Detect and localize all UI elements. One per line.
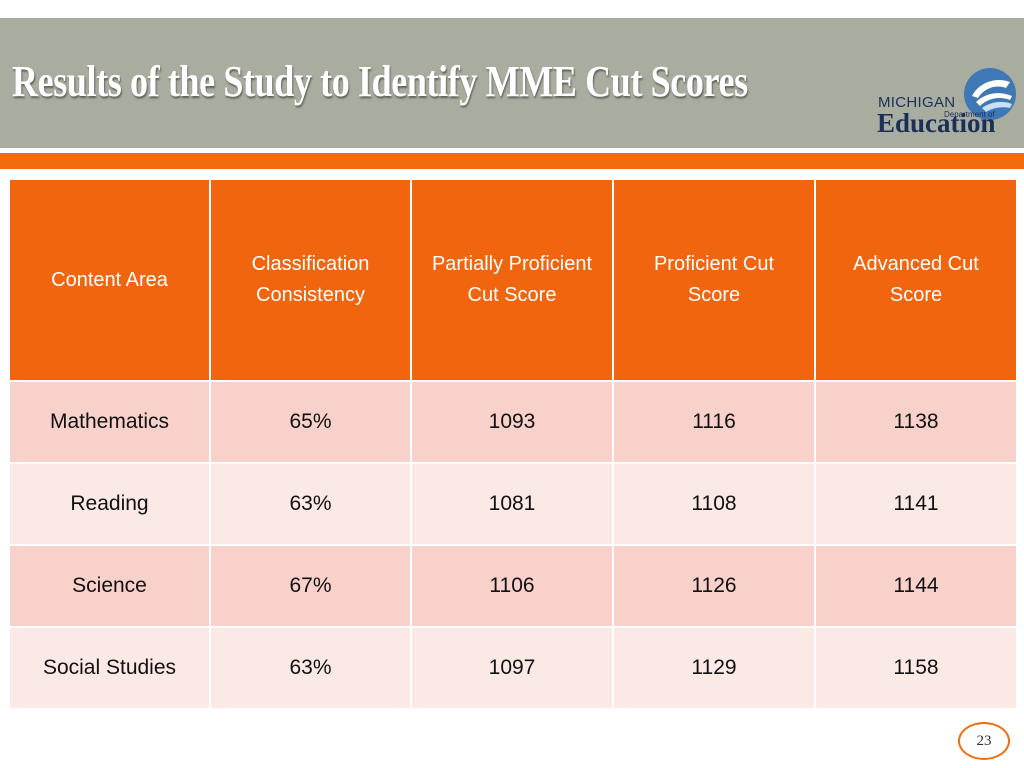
cell-consistency: 67% [209, 544, 412, 628]
logo-department-text: Department of [944, 110, 995, 119]
cell-partially-proficient: 1081 [410, 462, 614, 546]
cell-content-area: Reading [8, 462, 211, 546]
table-row: Mathematics 65% 1093 1116 1138 [8, 380, 1018, 464]
michigan-education-logo: MICHIGAN Department of Education [872, 66, 1017, 138]
cell-proficient: 1129 [612, 626, 816, 710]
logo-education-text: Education [877, 108, 996, 138]
table-header-row: Content Area Classification Consistency … [8, 178, 1018, 382]
header-partially-proficient: Partially Proficient Cut Score [410, 178, 614, 382]
logo-michigan-text: MICHIGAN [878, 94, 956, 111]
cell-content-area: Social Studies [8, 626, 211, 710]
title-banner: Results of the Study to Identify MME Cut… [0, 18, 1024, 148]
header-classification-consistency: Classification Consistency [209, 178, 412, 382]
cell-partially-proficient: 1106 [410, 544, 614, 628]
cell-consistency: 63% [209, 462, 412, 546]
cell-advanced: 1144 [814, 544, 1018, 628]
michigan-state-emblem-icon [964, 68, 1016, 120]
cell-partially-proficient: 1093 [410, 380, 614, 464]
cell-proficient: 1108 [612, 462, 816, 546]
cell-consistency: 63% [209, 626, 412, 710]
cell-proficient: 1116 [612, 380, 816, 464]
table-row: Social Studies 63% 1097 1129 1158 [8, 626, 1018, 710]
table-row: Reading 63% 1081 1108 1141 [8, 462, 1018, 546]
cell-advanced: 1138 [814, 380, 1018, 464]
accent-divider [0, 153, 1024, 169]
cell-partially-proficient: 1097 [410, 626, 614, 710]
cell-content-area: Science [8, 544, 211, 628]
cell-consistency: 65% [209, 380, 412, 464]
cut-scores-table: Content Area Classification Consistency … [8, 178, 1018, 710]
page-number-badge: 23 [958, 722, 1010, 760]
cell-advanced: 1141 [814, 462, 1018, 546]
header-content-area: Content Area [8, 178, 211, 382]
header-advanced: Advanced Cut Score [814, 178, 1018, 382]
header-proficient: Proficient Cut Score [612, 178, 816, 382]
table-row: Science 67% 1106 1126 1144 [8, 544, 1018, 628]
cell-content-area: Mathematics [8, 380, 211, 464]
cell-proficient: 1126 [612, 544, 816, 628]
slide-title: Results of the Study to Identify MME Cut… [12, 57, 748, 106]
cell-advanced: 1158 [814, 626, 1018, 710]
